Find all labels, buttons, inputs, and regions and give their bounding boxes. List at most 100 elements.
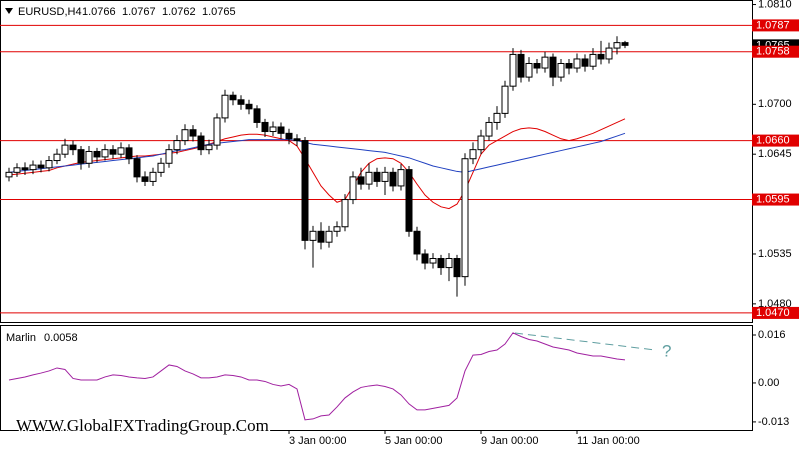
candle-body [181,129,189,142]
level-label: 1.0787 [756,19,790,31]
candle-body [461,158,469,278]
header-value: 1.0766 [82,6,116,18]
candle-body [533,62,541,69]
candle-body [365,171,373,185]
candle-body [189,129,197,137]
candle-body [117,147,125,155]
candle-body [477,135,485,151]
candle-body [237,99,245,105]
level-label-box [752,45,799,58]
candle-body [517,53,525,78]
candle-body [381,171,389,182]
candle-body [421,253,429,264]
indicator-y-tick-label: -0.013 [758,416,789,428]
candle-body [405,169,413,232]
x-tick-label: 11 Jan 00:00 [577,435,640,447]
divergence-line [514,332,656,351]
y-tick-label: 1.0535 [758,248,792,260]
candle-body [413,230,421,255]
y-tick-label: 1.0645 [758,148,792,160]
candle-body [325,230,333,243]
candle-body [557,62,565,78]
candle-body [133,158,141,178]
candle-body [285,132,293,140]
y-tick-label: 1.0480 [758,298,792,310]
level-label: 1.0595 [756,193,790,205]
indicator-y-tick-label: 0.016 [758,329,786,341]
candle-body [605,47,613,60]
candle-body [109,149,117,155]
candle-body [245,103,253,110]
candle-body [125,147,133,160]
candle-body [277,126,285,134]
level-label-box [752,306,799,319]
level-label: 1.0470 [756,307,790,319]
candle-body [469,149,477,160]
candle-body [445,258,453,269]
candle-body [213,117,221,146]
candle-body [349,176,357,201]
moving-average [8,132,626,173]
candle-body [429,258,437,264]
candle-body [229,94,237,101]
level-label-box [752,134,799,147]
candle-body [301,140,309,241]
candle-body [13,167,21,173]
candle-body [501,85,509,114]
candle-body [541,56,549,69]
annotation: ? [662,341,671,360]
chart-title: EURUSD,H4 [18,6,82,18]
candle-body [269,126,277,133]
candle-body [573,58,581,69]
candle-body [525,62,533,78]
candle-body [173,140,181,151]
indicator-panel-frame [0,325,753,431]
candle-body [493,112,501,123]
candle-body [77,149,85,164]
candle-body [485,121,493,137]
indicator-value: 0.0058 [44,332,78,344]
level-label-box [752,19,799,32]
candle-body [317,230,325,243]
candle-body [261,121,269,133]
header-value: 1.0767 [122,6,156,18]
candle-body [149,171,157,182]
y-tick-label: 1.0810 [758,0,792,10]
candle-body [5,171,13,178]
indicator-line [8,332,626,421]
candle-body [597,53,605,60]
candle-body [141,176,149,182]
main-panel-frame [0,0,753,323]
candle-body [549,56,557,78]
x-tick-label: 9 Jan 00:00 [481,435,539,447]
candle-body [397,169,405,187]
candle-body [341,199,349,228]
candle-body [357,176,365,185]
moving-average [8,118,626,210]
header-value: 1.0765 [202,6,236,18]
candle-body [565,62,573,69]
candle-body [21,167,29,171]
candle-body [293,138,301,142]
level-label-box [752,193,799,206]
candle-body [621,42,629,46]
header-value: 1.0762 [162,6,196,18]
candle-body [37,164,45,169]
candle-body [589,53,597,67]
candle-body [165,149,173,164]
candle-body [333,226,341,232]
candle-body [157,162,165,173]
candle-body [69,144,77,151]
candle-body [453,258,461,278]
indicator-name: Marlin [6,332,36,344]
candle-body [437,258,445,269]
candle-body [101,149,109,158]
candle-body [373,171,381,182]
x-tick-label: 5 Jan 00:00 [385,435,443,447]
x-tick-label: 3 Jan 00:00 [289,435,347,447]
candle-body [53,153,61,162]
candle-body [93,150,101,158]
candle-body [197,135,205,151]
